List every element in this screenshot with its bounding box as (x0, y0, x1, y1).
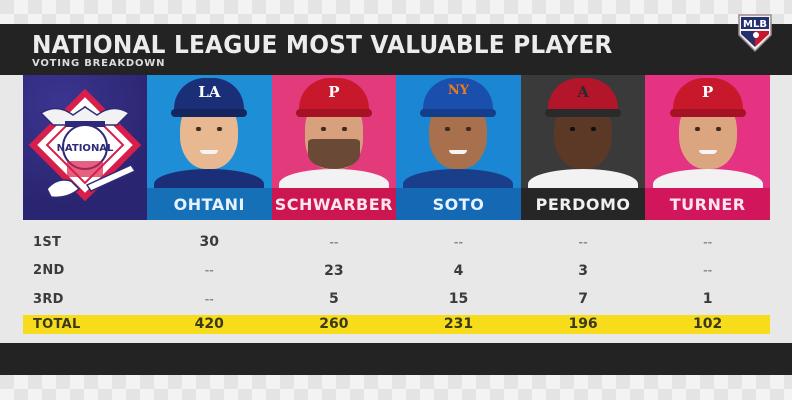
row-label: TOTAL (33, 316, 81, 332)
background-pattern-bottom (0, 375, 792, 400)
diamondbacks-cap-logo-icon: A (577, 83, 589, 101)
mets-cap-logo-icon: NY (447, 83, 470, 98)
national-league-cell: NATIONAL (23, 75, 147, 220)
footer-bar (0, 343, 792, 375)
cell-schwarber: 5 (329, 291, 339, 308)
table-row-total: TOTAL 420 260 231 196 102 (23, 314, 770, 334)
player-name: OHTANI (147, 188, 272, 220)
player-name: SCHWARBER (271, 188, 397, 220)
national-league-logo-icon: NATIONAL (28, 88, 142, 202)
page-subtitle: Voting Breakdown (32, 58, 166, 69)
player-card-perdomo[interactable]: A PERDOMO (520, 75, 646, 220)
cell-perdomo: 196 (568, 316, 598, 332)
player-photo: P (271, 75, 397, 199)
player-name: TURNER (645, 188, 770, 220)
cell-turner: 102 (693, 316, 723, 332)
mlb-logo-icon: MLB (738, 14, 772, 53)
cell-schwarber: -- (329, 235, 339, 249)
cell-ohtani: 30 (199, 234, 220, 251)
row-label: 1ST (33, 234, 62, 250)
phillies-cap-logo-icon: P (328, 83, 340, 101)
svg-text:NATIONAL: NATIONAL (57, 143, 114, 154)
page-title: NATIONAL LEAGUE MOST VALUABLE PLAYER (32, 30, 613, 59)
cell-soto: 15 (448, 291, 469, 308)
player-card-soto[interactable]: NY SOTO (396, 75, 521, 220)
row-label: 2ND (33, 263, 65, 279)
player-card-ohtani[interactable]: LA OHTANI (147, 75, 272, 220)
table-row-1st: 1ST 30 -- -- -- -- (23, 228, 770, 257)
player-name: PERDOMO (520, 188, 646, 220)
cell-perdomo: 3 (578, 262, 588, 279)
cell-turner: 1 (702, 291, 713, 308)
cell-schwarber: 260 (319, 316, 349, 332)
cell-soto: 231 (443, 316, 474, 332)
cell-soto: -- (453, 235, 464, 249)
cell-ohtani: 420 (194, 316, 224, 332)
player-photo: LA (147, 75, 272, 199)
cell-soto: 4 (453, 262, 464, 279)
voting-table: 1ST 30 -- -- -- -- 2ND -- 23 4 3 -- 3RD … (23, 228, 770, 334)
player-card-schwarber[interactable]: P SCHWARBER (271, 75, 397, 220)
background-pattern-top (0, 0, 792, 24)
table-row-2nd: 2ND -- 23 4 3 -- (23, 257, 770, 286)
dodgers-cap-logo-icon: LA (198, 83, 221, 101)
cell-turner: -- (703, 264, 713, 278)
player-photo: P (645, 75, 770, 199)
player-panel: NATIONAL LA OHTANI P SCHWARBER (23, 75, 770, 220)
player-photo: NY (396, 75, 521, 199)
player-name: SOTO (396, 188, 521, 220)
player-photo: A (520, 75, 646, 199)
cell-turner: -- (703, 235, 713, 249)
cell-perdomo: -- (578, 235, 588, 249)
phillies-cap-logo-icon: P (702, 83, 714, 101)
player-card-turner[interactable]: P TURNER (645, 75, 770, 220)
cell-ohtani: -- (204, 264, 214, 278)
cell-perdomo: 7 (578, 291, 588, 308)
cell-schwarber: 23 (324, 262, 344, 279)
table-row-3rd: 3RD -- 5 15 7 1 (23, 285, 770, 314)
svg-text:MLB: MLB (743, 19, 767, 30)
row-label: 3RD (33, 291, 64, 307)
cell-ohtani: -- (204, 292, 214, 306)
header-bar: NATIONAL LEAGUE MOST VALUABLE PLAYER Vot… (0, 14, 792, 75)
